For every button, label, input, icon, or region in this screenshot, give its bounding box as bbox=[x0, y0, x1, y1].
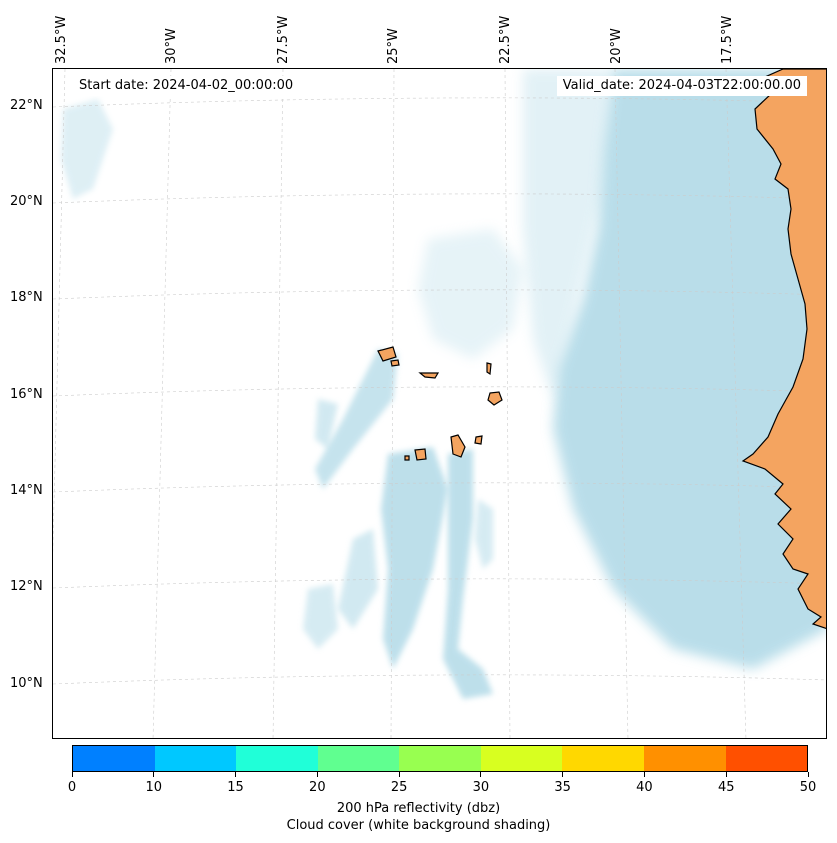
valid-date-label: Valid_date: 2024-04-03T22:00:00.00 bbox=[556, 76, 807, 96]
cloud-mass-east bbox=[553, 69, 826, 669]
lon-label-22-5w: 22.5°W bbox=[498, 15, 513, 64]
colorbar-tick-label: 45 bbox=[717, 780, 735, 795]
colorbar-tick-mark bbox=[807, 772, 809, 777]
gridline-lon-25 bbox=[390, 69, 395, 738]
cloud-streak-1 bbox=[315, 349, 398, 489]
start-date-label: Start date: 2024-04-02_00:00:00 bbox=[73, 76, 300, 96]
lon-label-25w: 25°W bbox=[386, 28, 401, 64]
colorbar-sublabel: Cloud cover (white background shading) bbox=[286, 818, 551, 833]
colorbar-segment-3 bbox=[317, 746, 400, 771]
lat-label-12n: 12°N bbox=[10, 579, 43, 594]
colorbar bbox=[72, 745, 808, 772]
lon-label-20w: 20°W bbox=[609, 28, 624, 64]
island-sao-nicolau bbox=[418, 372, 440, 379]
colorbar-tick-label: 10 bbox=[145, 780, 163, 795]
lon-label-30w: 30°W bbox=[164, 28, 179, 64]
colorbar-tick-mark bbox=[71, 772, 73, 777]
lat-label-18n: 18°N bbox=[10, 290, 43, 305]
colorbar-tick-mark bbox=[480, 772, 482, 777]
gridline-lat-10 bbox=[53, 674, 826, 685]
island-sal bbox=[486, 362, 492, 376]
lon-label-17-5w: 17.5°W bbox=[720, 15, 735, 64]
lat-label-10n: 10°N bbox=[10, 676, 43, 691]
gridline-lon-20 bbox=[614, 69, 629, 738]
cloud-streak-4 bbox=[338, 529, 378, 629]
cloud-streak-2 bbox=[381, 447, 448, 669]
colorbar-segment-8 bbox=[725, 746, 808, 771]
colorbar-tick-label: 20 bbox=[309, 780, 326, 795]
colorbar-label: 200 hPa reflectivity (dbz) bbox=[336, 801, 501, 816]
map-panel bbox=[52, 68, 827, 739]
gridline-lon-17-5 bbox=[725, 69, 747, 738]
land bbox=[377, 69, 826, 629]
cloud-haze-center bbox=[418, 229, 523, 359]
gridline-lon-32-5 bbox=[53, 69, 66, 555]
cloud-cover-shading bbox=[61, 69, 826, 699]
colorbar-tick-label: 15 bbox=[227, 780, 244, 795]
lat-label-14n: 14°N bbox=[10, 483, 43, 498]
colorbar-tick-mark bbox=[398, 772, 400, 777]
colorbar-tick-label: 30 bbox=[472, 780, 490, 795]
colorbar-segment-7 bbox=[643, 746, 726, 771]
colorbar-tick-label: 35 bbox=[554, 780, 571, 795]
colorbar-tick-mark bbox=[643, 772, 645, 777]
colorbar-tick-mark bbox=[153, 772, 155, 777]
colorbar-tick-label: 50 bbox=[799, 780, 817, 795]
cloud-streak-7 bbox=[475, 499, 493, 569]
island-santiago bbox=[450, 434, 466, 458]
island-brava bbox=[404, 455, 410, 461]
gridline-lon-30 bbox=[152, 69, 172, 738]
colorbar-segment-0 bbox=[73, 746, 155, 771]
lon-label-32-5w: 32.5°W bbox=[54, 15, 69, 64]
colorbar-tick-label: 40 bbox=[636, 780, 653, 795]
colorbar-tick-mark bbox=[316, 772, 318, 777]
gridline-lon-22-5 bbox=[504, 69, 511, 738]
lat-label-16n: 16°N bbox=[10, 387, 43, 402]
colorbar-tick-label: 25 bbox=[390, 780, 408, 795]
african-coast bbox=[741, 69, 826, 629]
cloud-streak-5 bbox=[303, 584, 338, 649]
island-boa-vista bbox=[487, 391, 503, 406]
colorbar-tick-mark bbox=[725, 772, 727, 777]
map-canvas bbox=[53, 69, 826, 738]
colorbar-segment-6 bbox=[562, 746, 644, 771]
island-maio bbox=[474, 435, 483, 445]
colorbar-segment-4 bbox=[399, 746, 481, 771]
cloud-streak-3 bbox=[443, 449, 493, 699]
island-fogo bbox=[414, 448, 427, 461]
lat-label-22n: 22°N bbox=[10, 98, 43, 113]
colorbar-tick-label: 0 bbox=[67, 780, 77, 795]
lon-label-27-5w: 27.5°W bbox=[276, 15, 291, 64]
lat-label-20n: 20°N bbox=[10, 194, 43, 209]
cloud-patch-northwest bbox=[61, 99, 113, 199]
cloud-haze-east bbox=[523, 69, 613, 399]
island-sao-vicente bbox=[390, 359, 400, 367]
gridline-lon-27-5 bbox=[272, 69, 284, 738]
colorbar-segment-5 bbox=[480, 746, 563, 771]
island-santo-antao bbox=[377, 346, 397, 362]
colorbar-tick-mark bbox=[235, 772, 237, 777]
colorbar-segment-1 bbox=[154, 746, 237, 771]
cloud-streak-6 bbox=[315, 399, 338, 449]
gridlines bbox=[53, 69, 826, 738]
colorbar-segment-2 bbox=[236, 746, 318, 771]
colorbar-tick-mark bbox=[562, 772, 564, 777]
